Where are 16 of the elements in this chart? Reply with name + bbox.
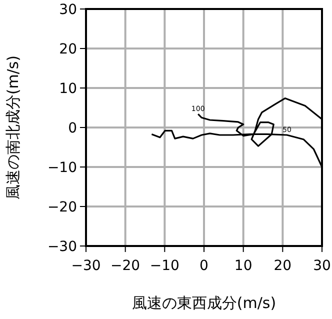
y-tick-label: −20 — [47, 200, 77, 216]
x-tick-label: 30 — [313, 258, 331, 274]
y-tick-label: −10 — [47, 160, 77, 176]
y-tick-label: 30 — [59, 2, 77, 18]
y-axis-title: 風速の南北成分(m/s) — [4, 55, 22, 200]
x-tick-label: −20 — [110, 258, 140, 274]
y-tick-label: 0 — [68, 120, 77, 136]
x-tick-label: 20 — [274, 258, 292, 274]
x-tick-label: 0 — [200, 258, 208, 274]
x-tick-label: 10 — [234, 258, 252, 274]
y-tick-label: 20 — [59, 42, 77, 58]
x-axis-title: 風速の東西成分(m/s) — [132, 294, 276, 312]
x-tick-label: −10 — [150, 258, 180, 274]
x-tick-label: −30 — [71, 258, 101, 274]
y-tick-label: 10 — [59, 81, 77, 97]
y-tick-label: −30 — [47, 239, 77, 255]
